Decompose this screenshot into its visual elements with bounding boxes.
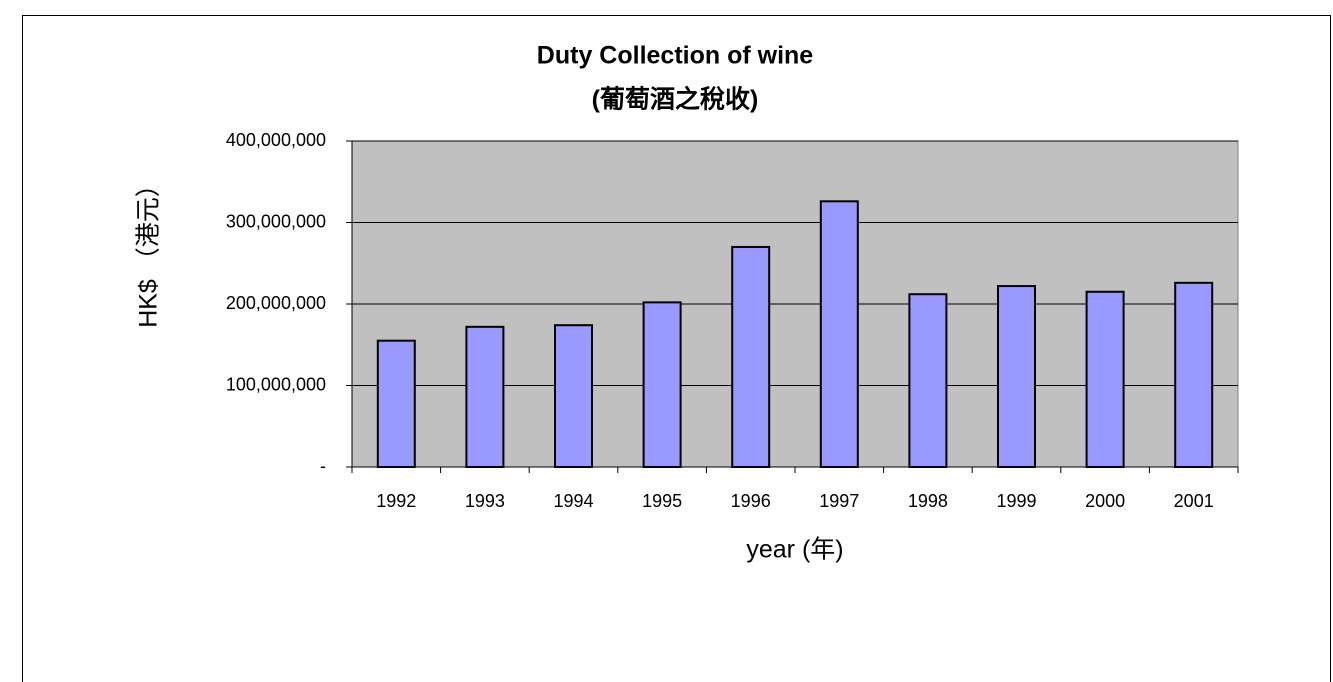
bar [819,200,859,468]
y-tick-label: 400,000,000 [226,130,326,150]
x-tick-label: 2001 [1174,491,1214,511]
x-tick-label: 1992 [376,491,416,511]
y-tick-label: 100,000,000 [226,374,326,394]
x-tick-label: 1995 [642,491,682,511]
bar [731,245,771,468]
chart-title: Duty Collection of wine [537,42,813,70]
y-axis-label: HK$ （港元） [135,172,163,328]
bar [908,293,948,468]
bar [554,324,593,468]
x-tick-label: 1994 [553,491,593,511]
bar [997,285,1036,468]
bar [376,339,416,468]
x-tick-label: 2000 [1085,491,1125,511]
x-tick-label: 1998 [908,491,948,511]
y-tick-label: 300,000,000 [226,211,326,231]
x-tick-label: 1993 [465,491,505,511]
x-axis-label: year (年) [746,536,843,564]
y-tick-label: 200,000,000 [226,293,326,313]
bar [642,301,682,468]
bar [1085,290,1125,468]
bar [1174,281,1214,468]
chart-subtitle: (葡萄酒之稅收) [592,85,759,114]
bar [465,325,505,468]
x-tick-label: 1999 [996,491,1036,511]
y-tick-label: - [320,456,326,476]
x-tick-label: 1996 [731,491,771,511]
x-tick-label: 1997 [819,491,859,511]
